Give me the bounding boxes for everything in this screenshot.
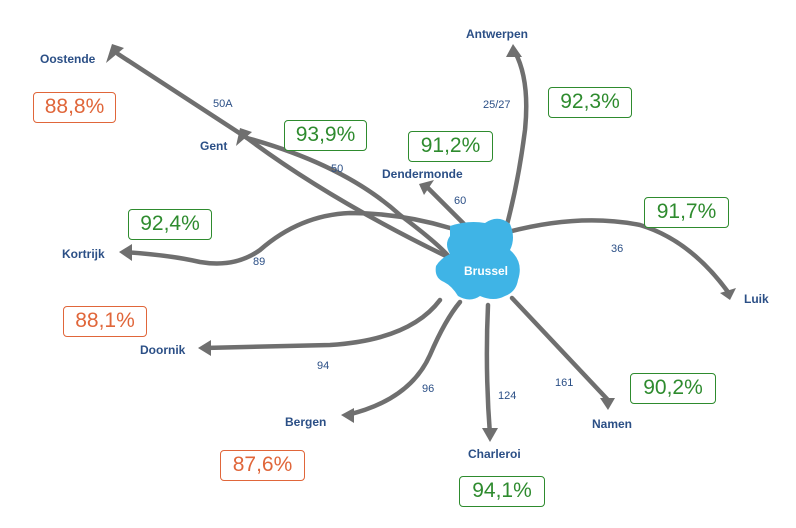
line-number-doornik: 94 <box>317 360 329 372</box>
arrow-luik <box>720 288 736 300</box>
city-label-namen: Namen <box>592 417 632 431</box>
arrow-charleroi <box>482 428 498 442</box>
route-line-antwerpen <box>502 49 529 235</box>
route-line-doornik <box>201 297 443 351</box>
arrow-bergen <box>341 408 354 423</box>
punctuality-badge-oostende: 88,8% <box>33 92 116 123</box>
punctuality-badge-doornik: 88,1% <box>63 306 147 337</box>
punctuality-badge-antwerpen: 92,3% <box>548 87 632 118</box>
arrow-kortrijk <box>119 244 132 261</box>
route-line-kortrijk <box>121 210 453 266</box>
arrow-oostende <box>106 44 124 63</box>
punctuality-badge-gent: 93,9% <box>284 120 367 151</box>
line-number-kortrijk: 89 <box>253 256 265 268</box>
city-label-oostende: Oostende <box>40 52 96 66</box>
line-number-dendermonde: 60 <box>454 195 466 207</box>
city-label-dendermonde: Dendermonde <box>382 167 463 181</box>
route-line-charleroi <box>484 302 493 438</box>
line-number-charleroi: 124 <box>498 390 516 402</box>
route-line-bergen <box>344 299 463 418</box>
line-number-bergen: 96 <box>422 383 434 395</box>
city-label-antwerpen: Antwerpen <box>466 27 528 41</box>
line-number-namen: 161 <box>555 377 573 389</box>
city-label-gent: Gent <box>200 139 227 153</box>
arrow-dendermonde <box>419 180 434 195</box>
line-number-antwerpen: 25/27 <box>483 99 511 111</box>
arrow-namen <box>600 398 615 410</box>
route-line-namen <box>509 295 611 403</box>
route-line-dendermonde <box>424 184 468 228</box>
city-label-doornik: Doornik <box>140 343 186 357</box>
punctuality-badge-bergen: 87,6% <box>220 450 305 481</box>
brussels-hub-shape <box>435 218 520 300</box>
city-label-luik: Luik <box>744 292 769 306</box>
route-line-oostende <box>115 51 453 261</box>
line-number-gent: 50 <box>331 163 343 175</box>
arrow-antwerpen <box>506 44 522 57</box>
arrow-gent <box>236 128 252 146</box>
city-label-charleroi: Charleroi <box>468 447 521 461</box>
city-label-kortrijk: Kortrijk <box>62 247 105 261</box>
punctuality-badge-kortrijk: 92,4% <box>128 209 212 240</box>
city-label-bergen: Bergen <box>285 415 326 429</box>
punctuality-badge-dendermonde: 91,2% <box>408 131 493 162</box>
punctuality-badge-namen: 90,2% <box>630 373 716 404</box>
punctuality-badge-charleroi: 94,1% <box>459 476 545 507</box>
route-line-gent <box>244 135 453 261</box>
route-line-luik <box>505 218 731 295</box>
punctuality-badge-luik: 91,7% <box>644 197 729 228</box>
line-number-luik: 36 <box>611 243 623 255</box>
arrow-doornik <box>198 340 211 356</box>
hub-label: Brussel <box>464 264 508 278</box>
line-number-oostende: 50A <box>213 98 233 110</box>
